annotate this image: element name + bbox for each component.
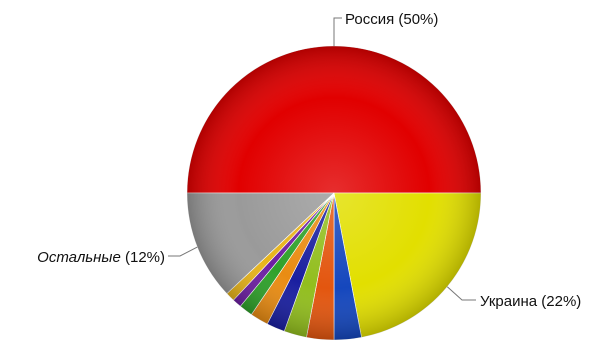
pie-slice-Россия	[186, 45, 482, 194]
slice-label-name: Украина	[480, 293, 538, 310]
slice-label-percent: (50%)	[394, 11, 438, 28]
slice-label-Остальные: Остальные (12%)	[37, 249, 165, 266]
leader-line-Россия	[333, 17, 342, 46]
slice-label-Украина: Украина (22%)	[480, 293, 581, 310]
slice-label-percent: (12%)	[121, 249, 165, 266]
slice-label-percent: (22%)	[537, 293, 581, 310]
pie-slices	[186, 45, 482, 341]
leader-line-Остальные	[168, 246, 198, 257]
slice-label-name: Россия	[345, 11, 394, 28]
leader-line-Украина	[446, 286, 476, 301]
slice-label-Россия: Россия (50%)	[345, 11, 438, 28]
slice-label-name: Остальные	[37, 249, 121, 266]
pie-labels: Россия (50%) Украина (22%) Остальные (12%)	[37, 11, 581, 310]
